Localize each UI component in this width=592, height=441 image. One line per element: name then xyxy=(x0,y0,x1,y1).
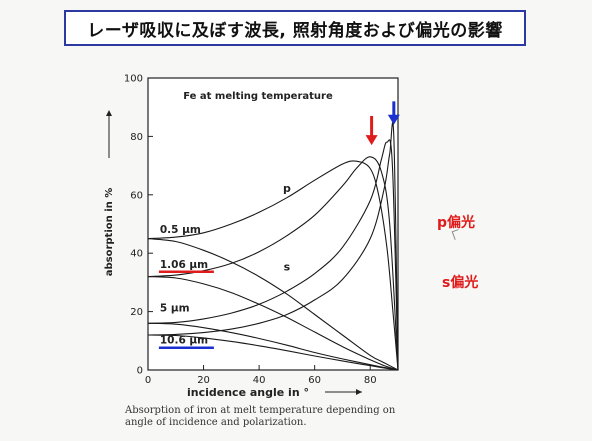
series-line-p-5 xyxy=(147,139,399,371)
x-tick-label: 40 xyxy=(253,375,266,386)
y-tick-label: 20 xyxy=(130,307,143,318)
x-tick-label: 20 xyxy=(197,375,210,386)
y-axis-title: absorption in % xyxy=(104,188,115,277)
y-tick-label: 40 xyxy=(130,249,143,260)
x-tick-label: 80 xyxy=(364,375,377,386)
x-tick-label: 60 xyxy=(308,375,321,386)
wavelength-label: 5 μm xyxy=(160,303,190,315)
y-axis-arrow-head xyxy=(106,110,112,116)
chart-title: Fe at melting temperature xyxy=(183,91,333,102)
x-tick-label: 0 xyxy=(145,375,151,386)
chart-series xyxy=(147,122,399,371)
s-polarization-label: s偏光 xyxy=(442,275,479,291)
chart-axes: 0 20 40 60 80 0 20 40 60 80 100 incidence angle in … xyxy=(104,74,399,399)
slide-title: レーザ吸収に及ぼす波長, 照射角度および偏光の影響 xyxy=(64,10,526,46)
curve-label-p: p xyxy=(283,182,291,195)
wavelength-label: 1.06 μm xyxy=(160,259,208,271)
chart-markers xyxy=(365,101,400,146)
p-polarization-label: p偏光 xyxy=(437,215,476,231)
y-tick-label: 0 xyxy=(137,366,143,377)
figure-caption: Absorption of iron at melt temperature d… xyxy=(125,405,445,429)
series-line-s-0_5 xyxy=(147,238,399,371)
series-line-s-5 xyxy=(147,322,399,371)
series-line-s-1_06 xyxy=(147,276,399,371)
blue-arrow-head xyxy=(387,114,400,125)
y-tick-label: 60 xyxy=(130,190,143,201)
caption-line-2: angle of incidence and polarization. xyxy=(125,417,307,428)
curve-label-s: s xyxy=(284,261,291,274)
chart-labels: p s 0.5 μm 1.06 μm 5 μm 10.6 μm xyxy=(158,182,291,349)
caption-line-1: Absorption of iron at melt temperature d… xyxy=(125,405,396,416)
y-tick-label: 80 xyxy=(130,132,143,143)
series-line-p-10_6 xyxy=(147,122,399,371)
x-axis-arrow-head xyxy=(356,389,362,395)
wavelength-label: 0.5 μm xyxy=(160,224,201,236)
wavelength-label: 10.6 μm xyxy=(160,335,208,347)
series-line-s-10_6 xyxy=(147,334,399,371)
series-line-p-0_5 xyxy=(147,160,399,371)
y-tick-label: 100 xyxy=(124,74,143,85)
red-arrow-head xyxy=(365,135,378,146)
x-axis-title: incidence angle in ° xyxy=(187,386,309,399)
